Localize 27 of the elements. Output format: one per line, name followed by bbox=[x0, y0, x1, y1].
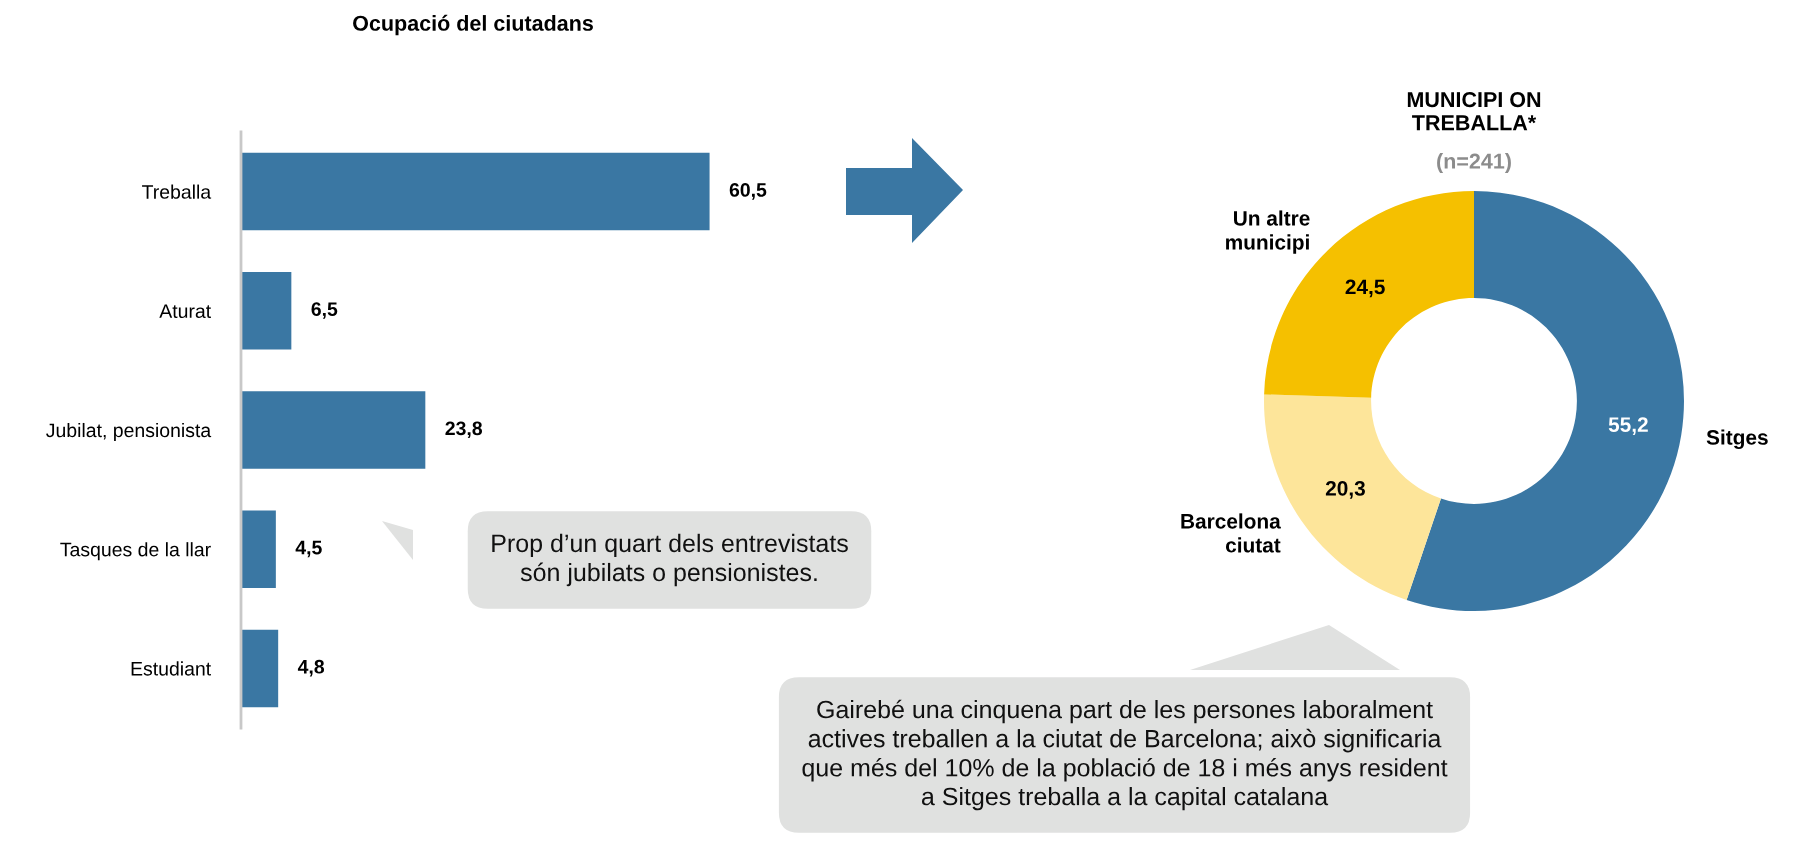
bar bbox=[241, 152, 710, 231]
data-label: 24,5 bbox=[1345, 279, 1385, 298]
data-label: 4,8 bbox=[297, 659, 325, 677]
y-tick-label: Estudiant bbox=[131, 661, 211, 676]
y-tick-label: Aturat bbox=[159, 304, 211, 319]
chart-subtitle: (n=241) bbox=[1437, 152, 1511, 174]
data-label: 20,3 bbox=[1325, 480, 1365, 499]
y-tick-label: Treballa bbox=[142, 184, 212, 199]
slice-label: Barcelona ciutat bbox=[1181, 513, 1281, 553]
bar bbox=[241, 272, 292, 350]
data-label: 6,5 bbox=[311, 302, 338, 319]
text: Gairebé una cinquena part de les persones laboralment actives treballen a la ciutat de Barcelona; això significaria que més del 10% de la població de 18 i més anys resident a Sitges treballa a la capital catalana bbox=[802, 699, 1448, 811]
donut-slice bbox=[1406, 191, 1684, 611]
chart-title: MUNICIPI ON TREBALLA* bbox=[1407, 91, 1541, 131]
bar bbox=[241, 629, 279, 708]
y-tick-label: Tasques de la llar bbox=[60, 542, 211, 561]
annotation: Prop d’un quart dels entrevistats són jubilats o pensionistes. bbox=[492, 533, 848, 587]
slice-label: Sitges bbox=[1706, 429, 1768, 450]
data-label: 55,2 bbox=[1608, 417, 1648, 436]
y-tick-label: Jubilat, pensionista bbox=[46, 422, 212, 442]
chart-title: Ocupació del ciutadans bbox=[353, 14, 593, 36]
data-label: 60,5 bbox=[729, 183, 767, 200]
bar bbox=[241, 391, 426, 469]
data-label: 4,5 bbox=[295, 540, 322, 558]
slice-label: Un altre municipi bbox=[1226, 210, 1310, 254]
bar bbox=[241, 510, 276, 588]
data-label: 23,8 bbox=[445, 421, 483, 439]
